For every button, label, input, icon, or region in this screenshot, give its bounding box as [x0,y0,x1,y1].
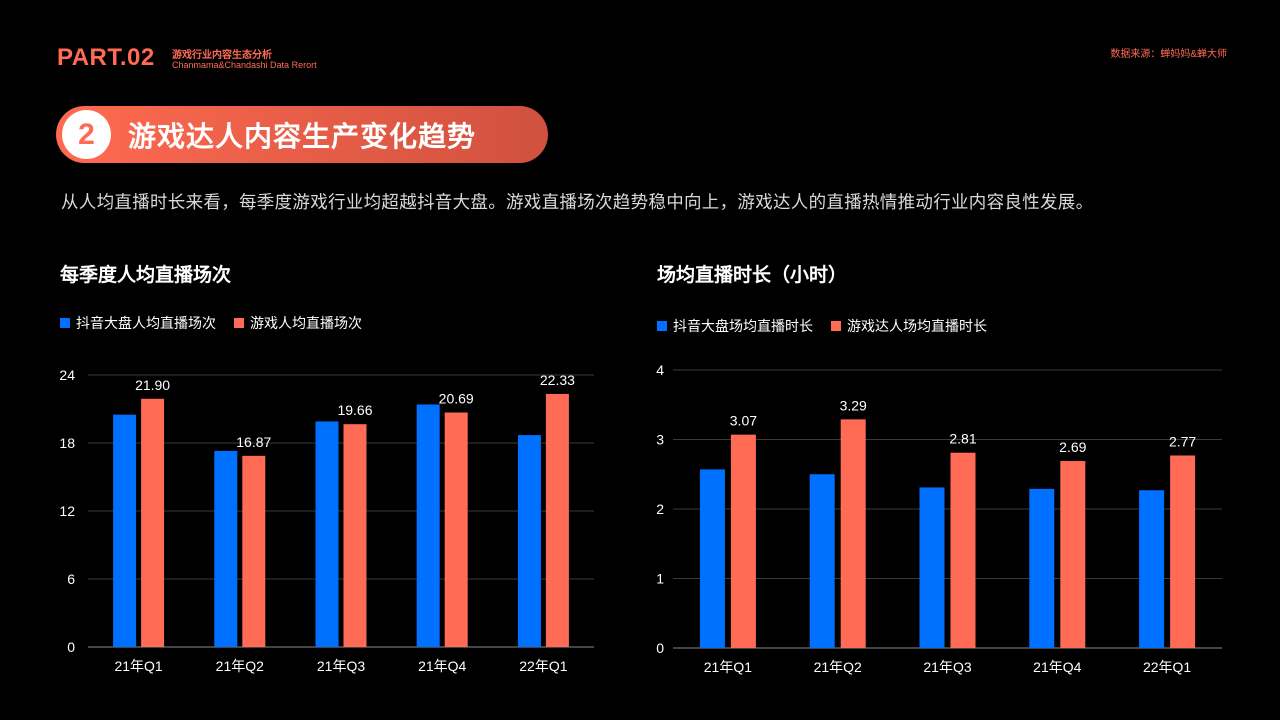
chart1-legend: 抖音大盘人均直播场次 游戏人均直播场次 [60,313,380,333]
chart2-data-label-4: 2.77 [1169,433,1196,449]
chart2-legend: 抖音大盘场均直播时长 游戏达人场均直播时长 [657,316,1005,336]
chart1-ytick-3: 18 [59,435,75,451]
chart2-ytick-1: 1 [656,571,664,587]
chart2-legend-swatch-0 [657,321,667,331]
chart1-ytick-1: 6 [67,571,75,587]
chart1-xtick-4: 22年Q1 [519,658,567,674]
chart1-legend-swatch-1 [234,318,244,328]
chart1-bar-s0-1 [214,450,238,647]
chart1-bar-s1-4 [545,393,569,647]
chart1-data-label-0: 21.90 [135,377,170,393]
chart2-bar-s1-4 [1170,455,1196,648]
chart2-xtick-3: 21年Q4 [1033,659,1081,675]
chart1-ytick-0: 0 [67,639,75,655]
chart1-data-label-1: 16.87 [236,434,271,450]
chart2-legend-label-1: 游戏达人场均直播时长 [847,318,987,334]
chart1-xtick-0: 21年Q1 [114,658,162,674]
chart1-xtick-1: 21年Q2 [216,658,264,674]
chart1-bar-s0-2 [315,421,339,647]
chart1-ytick-2: 12 [59,503,75,519]
chart2-legend-item-1: 游戏达人场均直播时长 [831,316,987,336]
chart1-bar-s0-4 [517,435,541,647]
data-source: 数据来源：蝉妈妈&蝉大师 [1110,49,1227,60]
chart2-xtick-1: 21年Q2 [814,659,862,675]
chart2-data-label-2: 2.81 [949,431,976,447]
section-title-banner [56,106,548,163]
section-number: 2 [78,118,95,151]
chart1-title: 每季度人均直播场次 [60,265,232,286]
chart2-bar-s1-1 [840,419,866,648]
chart2-xtick-4: 22年Q1 [1143,659,1191,675]
chart2-bar-s0-1 [809,474,835,648]
chart2-bar-s1-0 [730,434,756,648]
chart2-bar-s0-4 [1139,490,1165,648]
chart2-legend-label-0: 抖音大盘场均直播时长 [673,318,813,334]
chart1-bar-s1-0 [141,398,165,647]
chart1-legend-item-0: 抖音大盘人均直播场次 [60,313,216,333]
chart2-data-label-0: 3.07 [730,413,757,429]
chart2-bar-s1-3 [1060,461,1086,648]
chart2-legend-swatch-1 [831,321,841,331]
chart2-bar-s0-3 [1029,488,1055,648]
chart2-data-label-1: 3.29 [840,397,867,413]
chart1-xtick-3: 21年Q4 [418,658,466,674]
chart1-data-label-3: 20.69 [439,391,474,407]
chart2-legend-item-0: 抖音大盘场均直播时长 [657,316,813,336]
chart1-bar-s1-3 [444,412,468,647]
chart2-ytick-3: 3 [656,432,664,448]
chart2-data-label-3: 2.69 [1059,439,1086,455]
chart1-legend-swatch-0 [60,318,70,328]
part-label: PART.02 [57,44,155,71]
chart1-legend-label-1: 游戏人均直播场次 [250,315,362,331]
chart1-legend-item-1: 游戏人均直播场次 [234,313,362,333]
part-subtitle-cn: 游戏行业内容生态分析 [172,50,272,61]
section-number-circle [62,110,111,159]
chart2-ytick-2: 2 [656,501,664,517]
chart1-ytick-4: 24 [59,367,75,383]
chart2-bar-s0-2 [919,487,945,648]
chart2-bar-s0-0 [699,469,725,648]
chart2-xtick-2: 21年Q3 [923,659,971,675]
chart2-ytick-4: 4 [656,362,664,378]
chart2-bar-s1-2 [950,452,976,648]
chart1-bar-s1-1 [242,455,266,647]
chart1-xtick-2: 21年Q3 [317,658,365,674]
chart1-legend-label-0: 抖音大盘人均直播场次 [76,315,216,331]
chart2-xtick-0: 21年Q1 [704,659,752,675]
chart1-data-label-4: 22.33 [540,372,575,388]
part-subtitle-en: Chanmama&Chandashi Data Rerort [172,60,317,70]
chart1-bar-s0-3 [416,404,440,647]
chart1-bar-s0-0 [113,414,137,647]
chart1-data-label-2: 19.66 [337,402,372,418]
chart2-ytick-0: 0 [656,640,664,656]
description-text: 从人均直播时长来看，每季度游戏行业均超越抖音大盘。游戏直播场次趋势稳中向上，游戏… [61,192,1094,212]
section-title: 游戏达人内容生产变化趋势 [128,121,477,152]
chart1-bar-s1-2 [343,424,367,647]
chart2-title: 场均直播时长（小时） [657,265,848,286]
